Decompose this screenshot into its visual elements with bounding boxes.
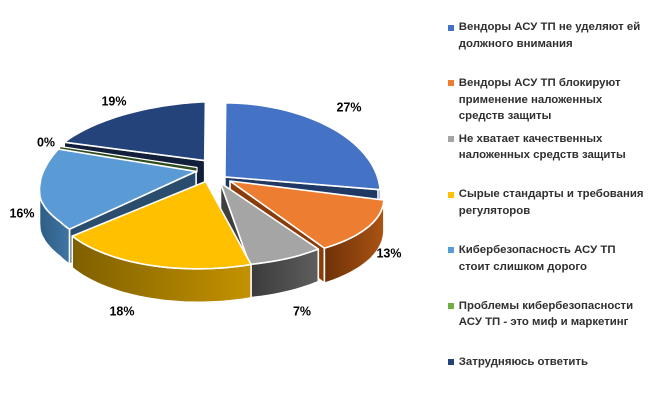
svg-text:7%: 7% [293,305,311,319]
svg-text:19%: 19% [101,95,126,109]
svg-text:16%: 16% [9,207,34,221]
svg-text:0%: 0% [37,136,55,150]
svg-text:18%: 18% [109,305,134,319]
svg-text:13%: 13% [376,247,401,261]
svg-text:27%: 27% [336,101,361,115]
